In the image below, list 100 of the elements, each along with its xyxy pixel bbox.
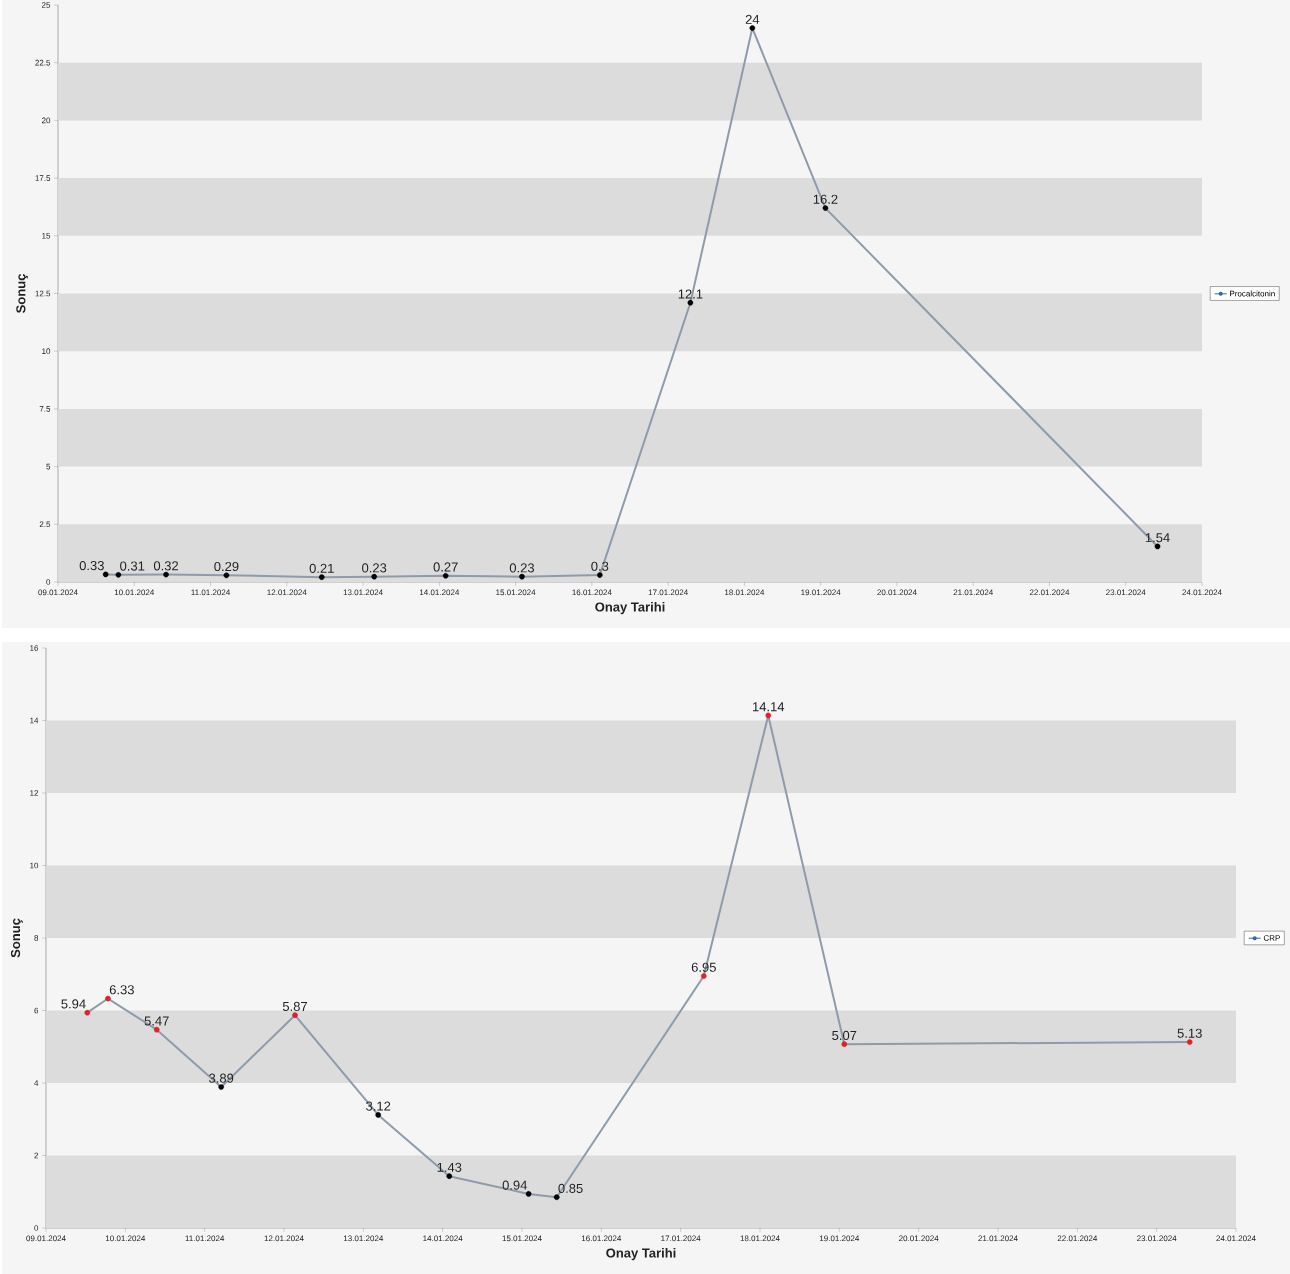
y-tick-label: 20	[41, 117, 51, 124]
point	[525, 1191, 532, 1197]
x-tick-label: 13.01.2024	[343, 589, 383, 596]
y-tick-label: 6	[34, 1007, 39, 1014]
data-label: 0.31	[120, 561, 145, 571]
point	[442, 572, 449, 579]
x-tick-label: 20.01.2024	[899, 1235, 939, 1242]
data-label: 0.3	[591, 561, 609, 571]
data-label: 5.13	[1177, 1028, 1202, 1038]
y-tick-label: 4	[34, 1080, 39, 1086]
data-label: 3.89	[209, 1073, 234, 1083]
y-tick-label: 0	[34, 1225, 39, 1231]
x-tick-label: 19.01.2024	[801, 589, 841, 596]
y-tick-label: 10	[42, 348, 51, 355]
y-tick-label: 7.5	[39, 406, 51, 412]
y-tick-label: 16	[30, 645, 39, 651]
point	[687, 299, 694, 306]
y-tick-label: 14	[30, 717, 39, 724]
y-tick-label: 15	[42, 233, 51, 239]
x-tick-label: 18.01.2024	[725, 589, 765, 596]
point	[519, 573, 525, 580]
point	[371, 573, 377, 580]
x-tick-label: 09.01.2024	[26, 1235, 66, 1242]
x-tick-label: 15.01.2024	[502, 1235, 542, 1242]
y-axis-title: Sonuç	[16, 274, 29, 313]
point	[84, 1009, 91, 1016]
point	[1186, 1039, 1193, 1045]
data-label: 0.27	[433, 562, 458, 572]
x-tick-label: 24.01.2024	[1182, 589, 1222, 596]
x-tick-label: 14.01.2024	[423, 1235, 463, 1242]
x-tick-label: 13.01.2024	[343, 1235, 384, 1242]
x-tick-label: 16.01.2024	[572, 589, 612, 596]
data-label: 0.21	[309, 563, 334, 573]
data-label: 14.14	[752, 702, 785, 712]
x-tick-label: 15.01.2024	[496, 589, 536, 596]
data-label: 0.29	[214, 561, 239, 572]
data-label: 5.94	[61, 999, 86, 1009]
x-tick-label: 20.01.2024	[877, 589, 917, 596]
x-tick-label: 10.01.2024	[114, 589, 155, 596]
x-axis-title: Onay Tarihi	[606, 1248, 676, 1261]
data-label: 1.43	[437, 1162, 462, 1172]
y-tick-label: 17.5	[35, 175, 51, 181]
point	[153, 1026, 160, 1033]
point	[553, 1194, 560, 1200]
data-label: 5.47	[144, 1016, 169, 1026]
data-label: 0.85	[558, 1183, 583, 1193]
point	[822, 205, 829, 211]
x-tick-label: 16.01.2024	[581, 1235, 622, 1242]
y-tick-label: 5	[46, 463, 51, 470]
point	[701, 973, 707, 979]
data-label: 0.23	[362, 563, 387, 573]
x-tick-label: 21.01.2024	[978, 1235, 1018, 1242]
data-label: 5.87	[282, 1001, 308, 1012]
point	[102, 571, 109, 578]
data-label: 0.32	[153, 561, 179, 571]
text: CRP	[1263, 935, 1280, 941]
y-tick-label: 12.5	[35, 290, 51, 297]
point	[765, 712, 772, 719]
y-tick-label: 0	[46, 579, 51, 585]
y-tick-label: 8	[34, 935, 39, 941]
x-tick-label: 11.01.2024	[191, 589, 231, 596]
data-label: 0.33	[79, 560, 104, 571]
point	[1154, 543, 1161, 550]
data-label: 1.54	[1145, 533, 1170, 543]
point	[446, 1173, 453, 1179]
text: Procalcitonin	[1230, 290, 1275, 297]
data-label: 5.07	[832, 1030, 857, 1041]
data-label: 12.1	[678, 289, 703, 299]
x-tick-label: 09.01.2024	[38, 589, 78, 596]
x-tick-label: 21.01.2024	[953, 589, 993, 596]
y-axis-title: Sonuç	[10, 918, 23, 958]
x-tick-label: 12.01.2024	[264, 1235, 304, 1242]
point	[163, 571, 169, 578]
data-label: 3.12	[366, 1101, 391, 1111]
x-tick-label: 17.01.2024	[661, 1235, 701, 1242]
x-tick-label: 22.01.2024	[1029, 589, 1070, 596]
x-tick-label: 24.01.2024	[1216, 1235, 1256, 1242]
data-label: 16.2	[813, 194, 838, 204]
data-label: 6.95	[691, 962, 716, 972]
data-label: 24	[745, 14, 760, 24]
x-tick-label: 23.01.2024	[1106, 589, 1146, 596]
x-tick-label: 11.01.2024	[185, 1235, 225, 1242]
y-tick-label: 2.5	[39, 521, 51, 528]
point	[749, 25, 756, 31]
x-tick-label: 14.01.2024	[419, 589, 460, 596]
point	[218, 1084, 224, 1090]
data-label: 0.23	[509, 563, 535, 573]
y-tick-label: 10	[30, 862, 39, 869]
point	[223, 572, 230, 579]
x-tick-label: 12.01.2024	[267, 589, 307, 596]
x-tick-label: 10.01.2024	[105, 1235, 146, 1242]
x-tick-label: 22.01.2024	[1057, 1235, 1098, 1242]
y-tick-label: 25	[41, 2, 51, 8]
x-tick-label: 23.01.2024	[1137, 1235, 1177, 1242]
point	[105, 995, 111, 1002]
point	[375, 1112, 382, 1118]
point	[115, 572, 122, 578]
x-tick-label: 19.01.2024	[819, 1235, 860, 1242]
point	[841, 1041, 848, 1048]
point	[318, 574, 325, 580]
